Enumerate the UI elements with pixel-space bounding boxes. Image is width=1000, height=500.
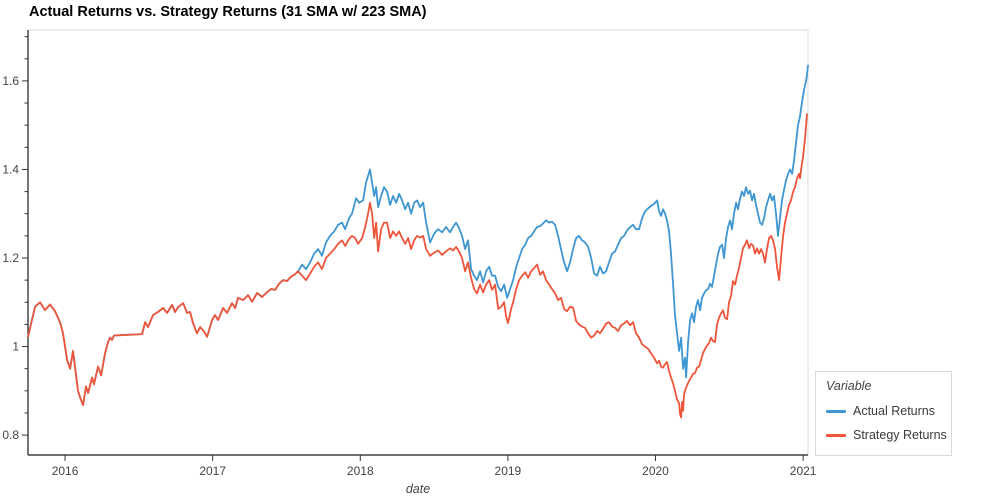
series-line-strategy-returns[interactable]	[27, 113, 808, 419]
legend-swatch-actual-returns	[826, 409, 846, 413]
legend-item-strategy-returns[interactable]: Strategy Returns	[826, 423, 951, 447]
legend-title: Variable	[826, 379, 872, 393]
x-axis-title: date	[406, 482, 430, 496]
x-tick-label: 2020	[642, 464, 669, 478]
chart-title: Actual Returns vs. Strategy Returns (31 …	[29, 4, 427, 20]
legend-item-actual-returns[interactable]: Actual Returns	[826, 399, 951, 423]
legend-swatch-strategy-returns	[826, 433, 846, 437]
x-tick-label: 2019	[495, 464, 522, 478]
y-tick-label: 1.4	[2, 162, 19, 176]
x-tick-label: 2018	[347, 464, 374, 478]
series-line-actual-returns[interactable]	[27, 64, 809, 406]
legend-label-strategy-returns: Strategy Returns	[853, 428, 947, 442]
x-tick-label: 2016	[52, 464, 79, 478]
legend-label-actual-returns: Actual Returns	[853, 404, 935, 418]
y-tick-label: 1.6	[2, 74, 19, 88]
y-tick-label: 1	[12, 340, 19, 354]
y-tick-label: 1.2	[2, 251, 19, 265]
x-tick-label: 2017	[199, 464, 226, 478]
y-tick-label: 0.8	[2, 428, 19, 442]
x-tick-label: 2021	[790, 464, 817, 478]
legend: Variable Actual Returns Strategy Returns	[815, 371, 952, 456]
